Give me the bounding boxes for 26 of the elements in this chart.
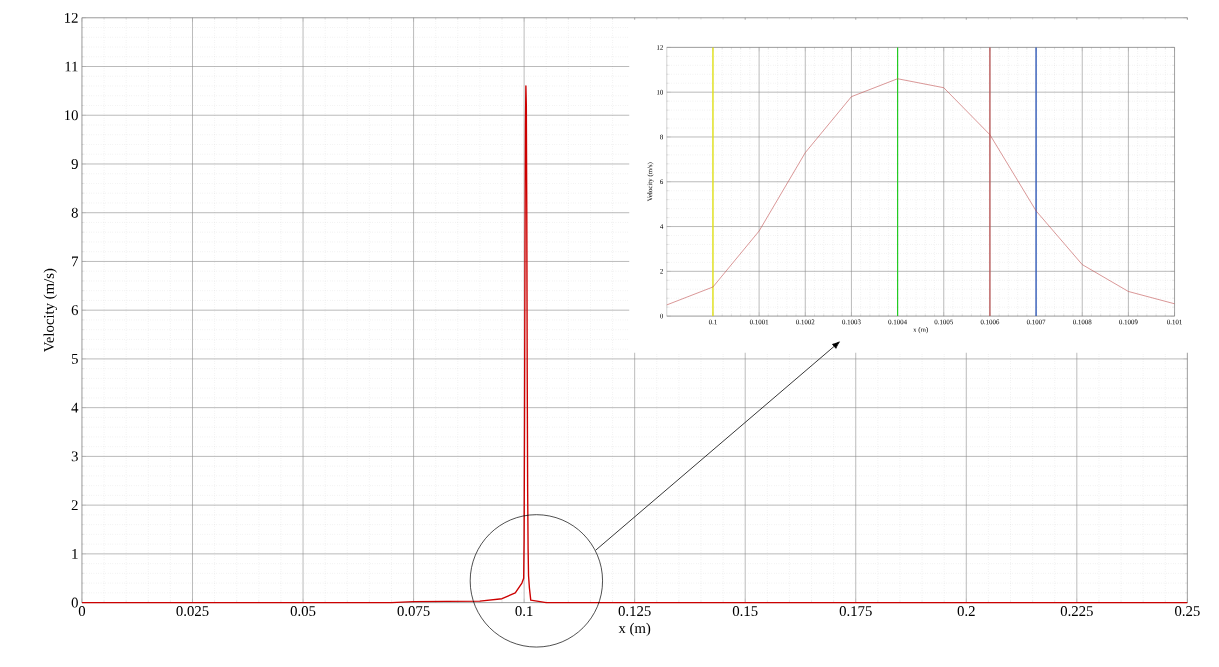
x-tick-label: 0.175 bbox=[839, 606, 872, 617]
y-tick-label: 1 bbox=[72, 549, 78, 559]
x-tick-label: 0.075 bbox=[397, 606, 430, 617]
y-tick-label: 4 bbox=[71, 402, 79, 413]
x-tick-label: 0.1 bbox=[515, 606, 533, 617]
x-tick-label: 0.25 bbox=[1175, 606, 1200, 617]
y-tick-label: 3 bbox=[71, 451, 78, 462]
y-axis-title: Velocity (m/s) bbox=[43, 268, 57, 353]
y-tick-label: 2 bbox=[71, 500, 78, 511]
x-tick-label: 0.225 bbox=[1060, 606, 1093, 617]
x-tick-label: 0.125 bbox=[618, 606, 651, 617]
x-axis-title: x (m) bbox=[618, 622, 651, 637]
y-tick-label: 6 bbox=[71, 305, 79, 316]
y-tick-label: 5 bbox=[71, 354, 78, 364]
y-tick-label: 9 bbox=[71, 159, 78, 170]
y-tick-label: 0 bbox=[71, 597, 78, 608]
x-tick-label: 0.025 bbox=[176, 606, 209, 617]
x-tick-label: 0.2 bbox=[957, 606, 975, 617]
y-tick-label: 8 bbox=[71, 207, 78, 218]
line-series bbox=[81, 85, 1189, 604]
y-tick-label: 11 bbox=[65, 61, 78, 72]
y-tick-label: 7 bbox=[72, 256, 79, 267]
x-tick-label: 0.05 bbox=[290, 606, 316, 617]
x-tick-label: 0.15 bbox=[732, 606, 758, 617]
y-tick-label: 12 bbox=[65, 12, 78, 23]
y-tick-label: 10 bbox=[65, 110, 78, 121]
